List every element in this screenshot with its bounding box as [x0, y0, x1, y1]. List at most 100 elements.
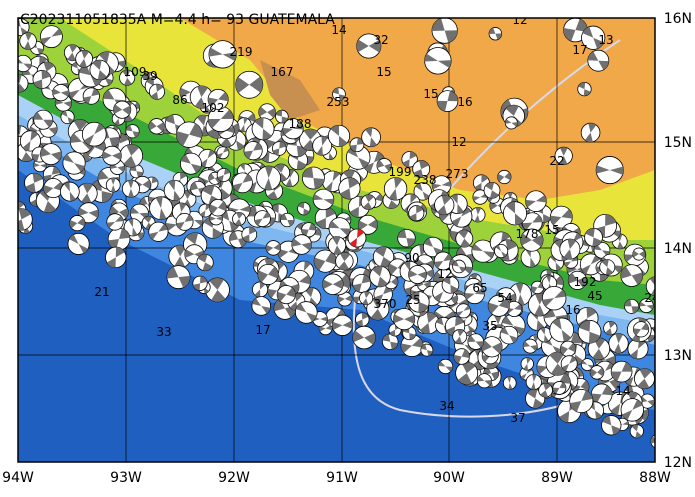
beachball-quadrant [563, 249, 573, 260]
beachball-quadrant [69, 191, 76, 202]
beachball-quadrant [639, 301, 647, 307]
beachball [18, 208, 33, 231]
beachball-quadrant [220, 109, 234, 119]
beachball-quadrant [610, 403, 621, 416]
beachball-quadrant [540, 327, 546, 335]
beachball-quadrant [18, 208, 31, 220]
beachball-quadrant [77, 217, 85, 227]
beachball-quadrant [370, 308, 384, 320]
beachball-quadrant [74, 163, 85, 172]
beachball-quadrant [504, 172, 512, 181]
beachball-quadrant [232, 182, 243, 192]
beachball-quadrant [200, 276, 208, 284]
beachball-quadrant [303, 261, 311, 272]
lon-label: 91W [326, 470, 358, 486]
beachball-quadrant [303, 128, 318, 140]
beachball-quadrant [474, 214, 480, 223]
beachball-quadrant [218, 91, 229, 102]
beachball-quadrant [333, 245, 342, 255]
beachball-quadrant [41, 70, 51, 80]
beachball-quadrant [229, 220, 239, 231]
beachball-quadrant [559, 410, 570, 423]
beachball-quadrant [550, 215, 562, 226]
beachball-quadrant [294, 292, 303, 302]
beachball [280, 212, 295, 228]
beachball-quadrant [24, 41, 32, 50]
beachball-quadrant [18, 125, 22, 135]
beachball-quadrant [83, 134, 95, 146]
beachball [40, 143, 62, 166]
beachball-quadrant [404, 261, 411, 272]
beachball [369, 265, 391, 288]
beachball-quadrant [481, 174, 489, 183]
beachball-quadrant [457, 203, 464, 214]
beachball-quadrant [483, 366, 492, 376]
beachball-quadrant [239, 205, 251, 213]
beachball [332, 87, 346, 102]
beachball-quadrant [40, 36, 52, 45]
beachball-quadrant [605, 267, 613, 275]
beachball [125, 124, 140, 139]
beachball-quadrant [597, 367, 604, 377]
beachball-quadrant [321, 136, 328, 146]
beachball-quadrant [340, 188, 351, 200]
lon-label: 93W [110, 470, 142, 486]
beachball-quadrant [298, 202, 305, 209]
beachball-quadrant [542, 298, 555, 307]
beachball-quadrant [461, 349, 470, 359]
event-label: 238 [414, 173, 437, 187]
beachball-quadrant [98, 170, 109, 180]
beachball [33, 109, 54, 130]
beachball [453, 348, 470, 365]
beachball-quadrant [605, 355, 616, 367]
beachball-quadrant [113, 104, 123, 114]
beachball [452, 259, 466, 274]
beachball-quadrant [168, 180, 176, 191]
beachball [580, 358, 594, 371]
beachball [541, 285, 567, 311]
beachball [352, 325, 376, 350]
beachball-quadrant [581, 390, 593, 402]
beachball-quadrant [266, 245, 274, 253]
beachball-quadrant [43, 119, 53, 128]
beachball-quadrant [495, 244, 502, 252]
beachball-quadrant [337, 296, 345, 303]
beachball [455, 229, 474, 248]
beachball [471, 239, 495, 263]
beachball-quadrant [641, 323, 649, 331]
beachball [254, 210, 271, 228]
beachball-quadrant [173, 190, 181, 201]
beachball-quadrant [25, 32, 33, 42]
beachball [359, 291, 374, 306]
beachball-quadrant [132, 227, 138, 236]
beachball-quadrant [148, 121, 157, 131]
beachball-quadrant [295, 303, 307, 313]
beachball-quadrant [338, 94, 346, 101]
beachball-quadrant [455, 316, 464, 327]
beachball-quadrant [639, 368, 652, 379]
beachball-quadrant [431, 18, 445, 31]
beachball-quadrant [91, 88, 100, 97]
beachball-quadrant [388, 200, 398, 209]
beachball [603, 321, 618, 336]
beachball-quadrant [374, 294, 384, 303]
beachball-quadrant [343, 169, 356, 181]
beachball [620, 264, 644, 287]
beachball [208, 40, 237, 69]
beachball-quadrant [467, 335, 476, 343]
beachball-quadrant [601, 385, 613, 396]
beachball-quadrant [551, 363, 566, 376]
beachball-quadrant [584, 132, 593, 142]
beachball-quadrant [450, 284, 458, 294]
beachball-quadrant [37, 47, 44, 55]
beachball-quadrant [330, 125, 339, 136]
beachball-quadrant [581, 264, 591, 274]
beachball-quadrant [179, 202, 187, 212]
beachball [373, 284, 393, 304]
beachball-quadrant [200, 158, 208, 168]
beachball [629, 424, 644, 439]
beachball-quadrant [106, 257, 116, 268]
beachball-quadrant [67, 52, 76, 61]
beachball-quadrant [279, 141, 286, 149]
event-label: 22 [549, 154, 564, 168]
